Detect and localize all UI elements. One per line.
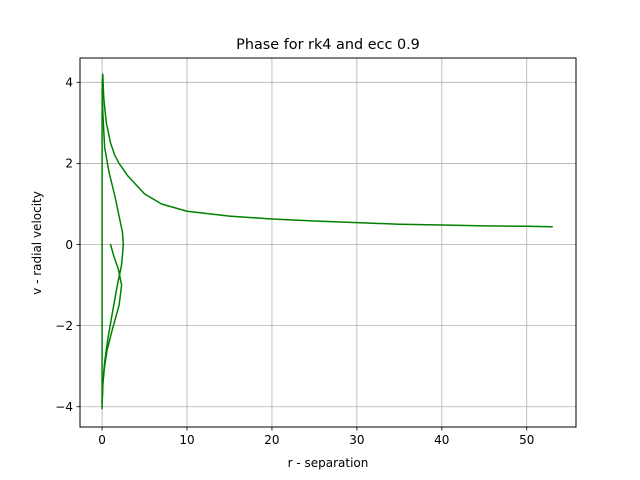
y-tick-label: 4: [65, 76, 73, 90]
plot-area-frame: [79, 57, 577, 428]
x-tick-label: 30: [349, 433, 364, 447]
x-tick-label: 40: [434, 433, 449, 447]
x-tick-label: 20: [264, 433, 279, 447]
x-tick-label: 0: [98, 433, 106, 447]
y-tick-label: 0: [65, 238, 73, 252]
y-tick-label: −4: [55, 400, 73, 414]
plot-area-background: [80, 58, 576, 427]
grid-lines: [80, 58, 576, 427]
y-tick-label: 2: [65, 157, 73, 171]
y-axis-label: v - radial velocity: [30, 191, 44, 295]
x-tick-label: 10: [179, 433, 194, 447]
x-tick-label: 50: [519, 433, 534, 447]
y-tick-label: −2: [55, 319, 73, 333]
x-axis-label: r - separation: [288, 456, 369, 470]
axis-ticks: 0 10 20 30 40 50 −4 −2 0 2 4: [55, 76, 534, 447]
series-line-1: [101, 73, 553, 410]
series-layer: [101, 73, 553, 410]
chart-title: Phase for rk4 and ecc 0.9: [236, 37, 420, 53]
series-line-2: [101, 89, 125, 404]
